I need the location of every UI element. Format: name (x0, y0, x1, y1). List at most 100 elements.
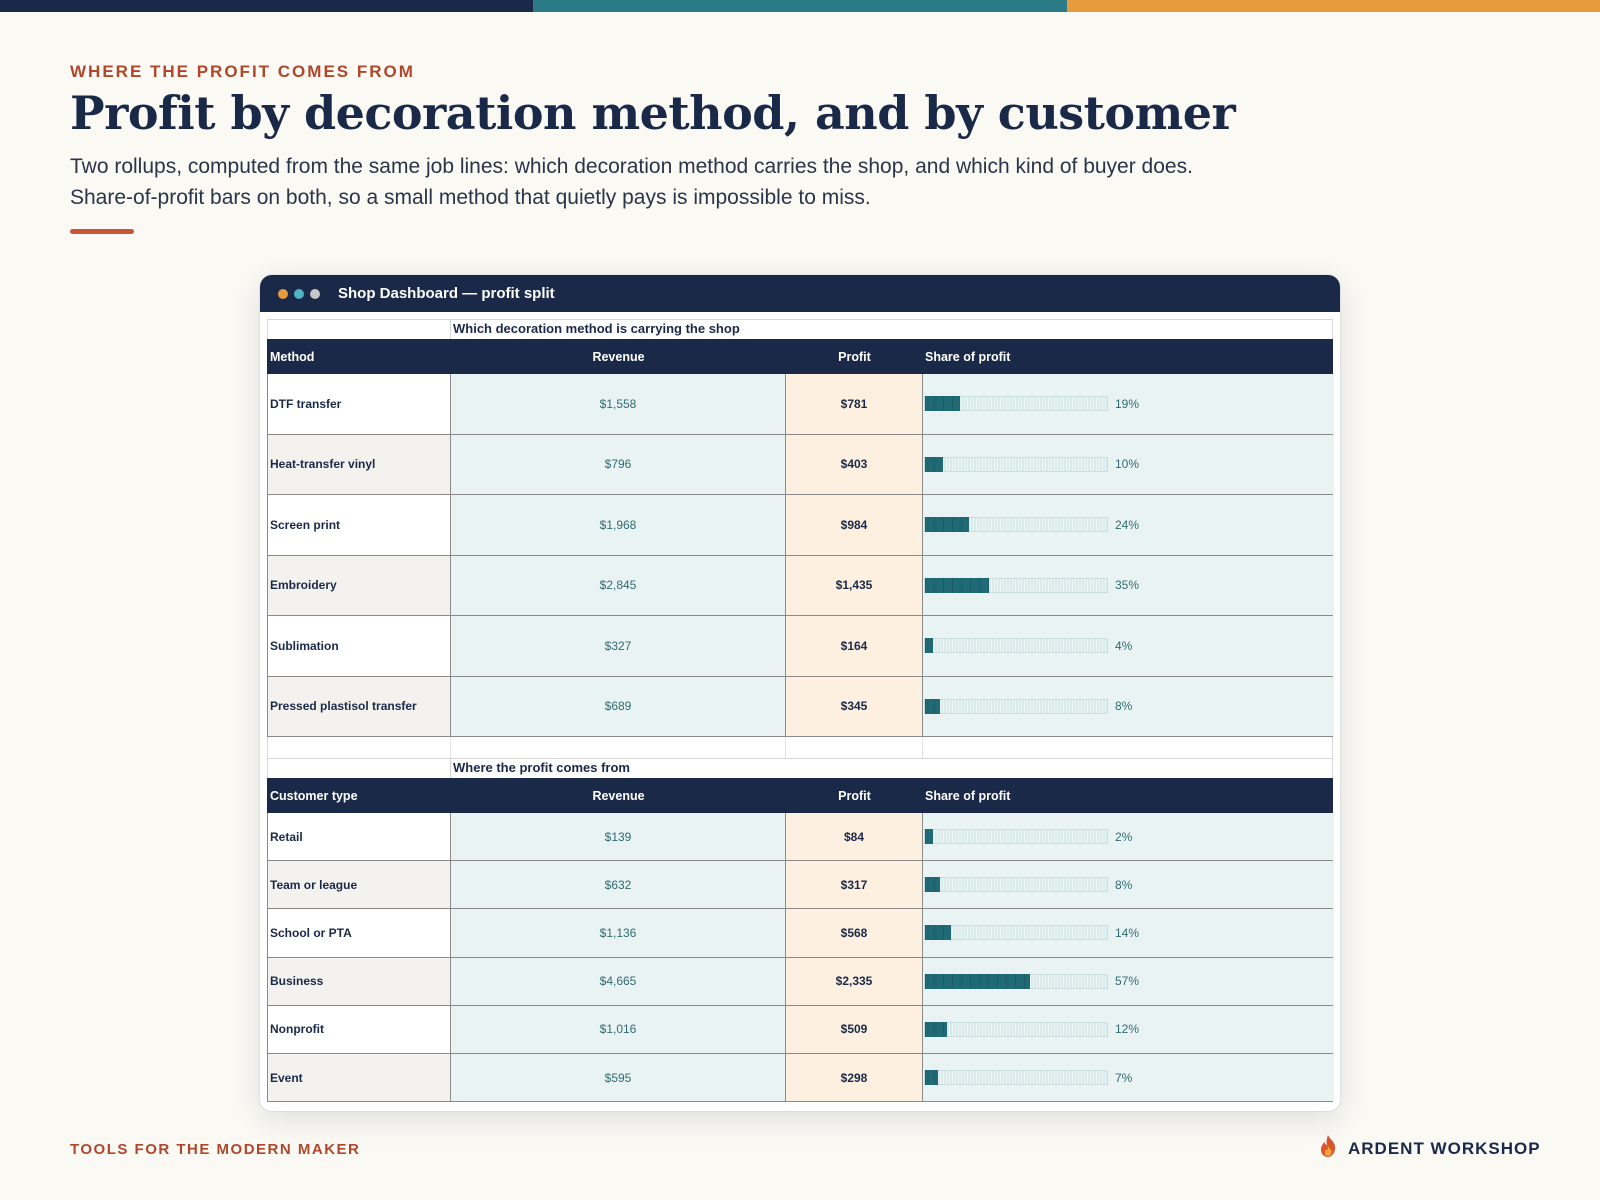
orange-dot-icon[interactable] (278, 288, 288, 299)
col-header-method[interactable]: Method (270, 349, 315, 364)
share-bar-fill (925, 517, 969, 533)
share-cell[interactable]: 19% (923, 374, 1334, 434)
col-header-revenue[interactable]: Revenue (592, 788, 645, 803)
top-bar-orange (1066, 0, 1600, 12)
row-name-cell[interactable]: Team or league (268, 861, 451, 909)
share-cell[interactable]: 8% (923, 676, 1334, 736)
gray-dot-icon[interactable] (310, 288, 320, 299)
profit-cell[interactable]: $509 (786, 1005, 923, 1053)
share-cell[interactable]: 24% (923, 495, 1334, 555)
customers-section-title: Where the profit comes from (453, 760, 630, 775)
table-row[interactable]: Team or league $632 $317 8% (267, 861, 1334, 910)
methods-table-body: DTF transfer $1,558 $781 19% Heat-transfer v… (267, 374, 1334, 737)
row-name-cell[interactable]: Screen print (268, 495, 451, 555)
share-cell[interactable]: 35% (923, 555, 1334, 615)
share-cell[interactable]: 10% (923, 434, 1334, 494)
table-row[interactable]: Screen print $1,968 $984 24% (267, 495, 1334, 556)
revenue-cell[interactable]: $327 (451, 616, 786, 676)
row-name-cell[interactable]: Nonprofit (268, 1005, 451, 1053)
share-percent-label: 57% (1115, 974, 1140, 989)
table-row[interactable]: Event $595 $298 7% (267, 1053, 1334, 1103)
share-cell[interactable]: 57% (923, 957, 1334, 1005)
col-header-profit[interactable]: Profit (838, 788, 871, 803)
section-spacer (267, 737, 1333, 758)
dashboard-window: Shop Dashboard — profit split Which deco… (260, 275, 1340, 1111)
table-row[interactable]: DTF transfer $1,558 $781 19% (267, 374, 1334, 435)
table-row[interactable]: Nonprofit $1,016 $509 12% (267, 1005, 1334, 1054)
profit-cell[interactable]: $84 (786, 813, 923, 861)
table-row[interactable]: Sublimation $327 $164 4% (267, 616, 1334, 677)
profit-cell[interactable]: $1,435 (786, 555, 923, 615)
share-bar-track (924, 577, 1108, 593)
row-name-cell[interactable]: Retail (268, 813, 451, 861)
profit-cell[interactable]: $164 (786, 616, 923, 676)
col-header-share[interactable]: Share of profit (925, 788, 1011, 803)
revenue-cell[interactable]: $1,968 (451, 495, 786, 555)
share-bar-track (924, 829, 1108, 845)
revenue-cell[interactable]: $4,665 (451, 957, 786, 1005)
revenue-cell[interactable]: $689 (451, 676, 786, 736)
share-percent-label: 8% (1115, 877, 1133, 892)
table-row[interactable]: Heat-transfer vinyl $796 $403 10% (267, 434, 1334, 495)
share-bar-track (924, 517, 1108, 533)
row-name-cell[interactable]: DTF transfer (268, 374, 451, 434)
table-row[interactable]: Retail $139 $84 2% (267, 813, 1334, 862)
methods-section-title: Which decoration method is carrying the … (453, 321, 740, 336)
teal-dot-icon[interactable] (294, 288, 304, 299)
table-row[interactable]: School or PTA $1,136 $568 14% (267, 909, 1334, 958)
share-bar-fill (925, 1070, 938, 1086)
revenue-cell[interactable]: $1,016 (451, 1005, 786, 1053)
revenue-cell[interactable]: $1,136 (451, 909, 786, 957)
row-name-cell[interactable]: Pressed plastisol transfer (268, 676, 451, 736)
share-percent-label: 2% (1115, 829, 1133, 844)
share-cell[interactable]: 12% (923, 1005, 1334, 1053)
share-bar-fill (925, 925, 951, 941)
row-name-cell[interactable]: Business (268, 957, 451, 1005)
revenue-cell[interactable]: $139 (451, 813, 786, 861)
profit-cell[interactable]: $345 (786, 676, 923, 736)
profit-cell[interactable]: $403 (786, 434, 923, 494)
row-name-cell[interactable]: School or PTA (268, 909, 451, 957)
row-name-cell[interactable]: Sublimation (268, 616, 451, 676)
share-percent-label: 10% (1115, 457, 1140, 472)
share-cell[interactable]: 14% (923, 909, 1334, 957)
share-percent-label: 24% (1115, 517, 1140, 532)
revenue-cell[interactable]: $796 (451, 434, 786, 494)
profit-cell[interactable]: $984 (786, 495, 923, 555)
share-percent-label: 19% (1115, 396, 1140, 411)
share-bar-track (924, 456, 1108, 472)
revenue-cell[interactable]: $1,558 (451, 374, 786, 434)
share-percent-label: 14% (1115, 925, 1140, 940)
profit-cell[interactable]: $317 (786, 861, 923, 909)
top-color-bar (0, 0, 1600, 12)
row-name-cell[interactable]: Embroidery (268, 555, 451, 615)
table-row[interactable]: Embroidery $2,845 $1,435 35% (267, 555, 1334, 616)
share-cell[interactable]: 8% (923, 861, 1334, 909)
share-percent-label: 8% (1115, 699, 1133, 714)
col-header-share[interactable]: Share of profit (925, 349, 1011, 364)
share-bar-fill (925, 1021, 947, 1037)
share-bar-fill (925, 456, 943, 472)
footer-brand: ARDENT WORKSHOP (1318, 1134, 1541, 1163)
share-cell[interactable]: 4% (923, 616, 1334, 676)
table-row[interactable]: Pressed plastisol transfer $689 $345 8% (267, 676, 1334, 737)
revenue-cell[interactable]: $2,845 (451, 555, 786, 615)
revenue-cell[interactable]: $632 (451, 861, 786, 909)
col-header-customer-type[interactable]: Customer type (270, 788, 358, 803)
profit-cell[interactable]: $781 (786, 374, 923, 434)
revenue-cell[interactable]: $595 (451, 1053, 786, 1102)
row-name-cell[interactable]: Event (268, 1053, 451, 1102)
profit-cell[interactable]: $2,335 (786, 957, 923, 1005)
share-bar-track (924, 877, 1108, 893)
share-cell[interactable]: 7% (923, 1053, 1334, 1102)
profit-cell[interactable]: $298 (786, 1053, 923, 1102)
col-header-revenue[interactable]: Revenue (592, 349, 645, 364)
customers-table-body: Retail $139 $84 2% Team or league $632 $317 8% S… (267, 813, 1334, 1103)
share-cell[interactable]: 2% (923, 813, 1334, 861)
brand-name: ARDENT WORKSHOP (1348, 1138, 1541, 1158)
row-name-cell[interactable]: Heat-transfer vinyl (268, 434, 451, 494)
table-row[interactable]: Business $4,665 $2,335 57% (267, 957, 1334, 1006)
profit-cell[interactable]: $568 (786, 909, 923, 957)
window-title: Shop Dashboard — profit split (338, 285, 555, 302)
col-header-profit[interactable]: Profit (838, 349, 871, 364)
